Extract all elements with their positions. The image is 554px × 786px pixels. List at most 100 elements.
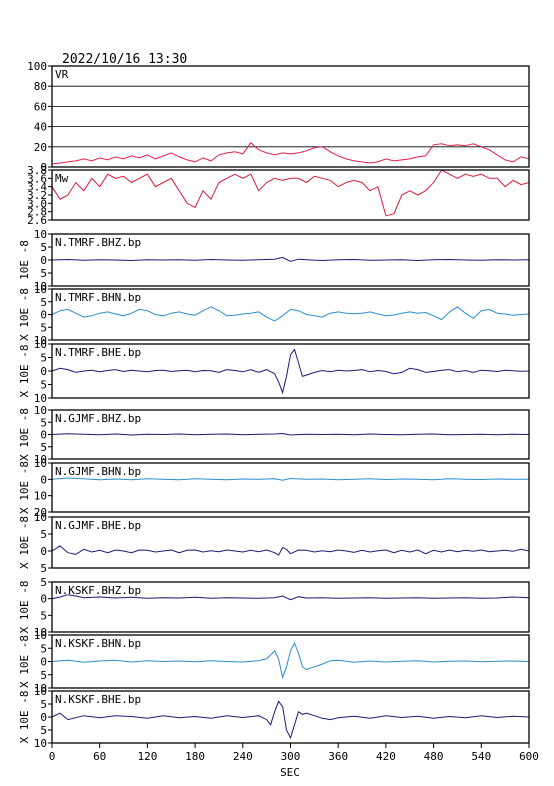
panel-label-1: Mw — [55, 172, 69, 185]
xtick-label-9: 540 — [471, 750, 491, 763]
panel-label-6: N.GJMF.BHN.bp — [55, 465, 141, 478]
panel-label-0: VR — [55, 68, 69, 81]
ytick-label-0-5: 100 — [27, 60, 47, 73]
x-axis-label: SEC — [280, 766, 300, 779]
panel-7: 5 0 5 10 N.GJMF.BHE.bp X 10E -8 — [18, 511, 530, 575]
panel-frame-6 — [51, 462, 530, 513]
ytick-label-9-0: 10 — [34, 682, 47, 695]
ytick-label-1-2: 3.0 — [27, 197, 47, 210]
series-line-8 — [51, 594, 530, 601]
xtick-label-5: 300 — [281, 750, 301, 763]
xtick-label-10: 600 — [519, 750, 539, 763]
ytick-label-7-1: 0 — [40, 545, 47, 558]
ytick-label-1-4: 3.4 — [27, 181, 47, 194]
ytick-label-9-1: 5 — [40, 669, 47, 682]
y-axis-label-3: X 10E -8 — [18, 288, 31, 341]
series-line-2 — [51, 256, 530, 262]
ytick-label-6-1: 10 — [34, 490, 47, 503]
ytick-label-1-6: 3.8 — [27, 164, 47, 177]
panel-label-5: N.GJMF.BHZ.bp — [55, 412, 141, 425]
ytick-label-2-3: 5 — [40, 241, 47, 254]
ytick-label-9-2: 0 — [40, 656, 47, 669]
ytick-label-10-0: 10 — [34, 737, 47, 750]
ytick-label-4-1: 5 — [40, 379, 47, 392]
ytick-label-4-0: 10 — [34, 392, 47, 405]
ytick-label-1-5: 3.6 — [27, 172, 47, 185]
panel-label-8: N.KSKF.BHZ.bp — [55, 584, 141, 597]
panel-8: 10 5 0 5 N.KSKF.BHZ.bp X 10E -8 — [18, 576, 530, 639]
ytick-label-7-0: 5 — [40, 562, 47, 575]
ytick-label-0-1: 20 — [34, 141, 47, 154]
ytick-label-6-0: 20 — [34, 506, 47, 519]
timestamp-title: 2022/10/16 13:30 — [62, 52, 187, 67]
series-line-7 — [51, 545, 530, 556]
ytick-label-9-4: 10 — [34, 629, 47, 642]
ytick-label-2-1: 5 — [40, 267, 47, 280]
panel-label-4: N.TMRF.BHE.bp — [55, 346, 141, 359]
ytick-label-4-4: 10 — [34, 338, 47, 351]
ytick-label-4-3: 5 — [40, 352, 47, 365]
panel-1: 2.62.83.03.23.43.63.8 Mw — [27, 164, 530, 227]
y-axis-label-7: X 10E -8 — [18, 516, 31, 569]
ytick-label-3-1: 5 — [40, 321, 47, 334]
ytick-label-7-3: 10 — [34, 511, 47, 524]
ytick-label-8-2: 0 — [40, 593, 47, 606]
panel-0: 0 20 40 60 80 100 VR — [27, 60, 530, 174]
ytick-label-6-3: 10 — [34, 457, 47, 470]
series-line-0 — [51, 142, 530, 165]
ytick-label-3-2: 0 — [40, 309, 47, 322]
series-line-9 — [51, 641, 530, 680]
ytick-label-5-0: 10 — [34, 453, 47, 466]
panel-label-3: N.TMRF.BHN.bp — [55, 291, 141, 304]
ytick-label-0-4: 80 — [34, 80, 47, 93]
ytick-label-5-4: 10 — [34, 404, 47, 417]
y-axis-label-8: X 10E -8 — [18, 581, 31, 634]
ytick-label-0-3: 60 — [34, 100, 47, 113]
ytick-label-8-1: 5 — [40, 609, 47, 622]
ytick-label-6-2: 0 — [40, 473, 47, 486]
ytick-label-1-0: 2.6 — [27, 214, 47, 227]
ytick-label-1-3: 3.2 — [27, 189, 47, 202]
y-axis-label-5: X 10E -8 — [18, 408, 31, 461]
y-axis-label-10: X 10E -8 — [18, 691, 31, 744]
series-line-1 — [51, 169, 530, 217]
y-axis-label-4: X 10E -8 — [18, 345, 31, 398]
xtick-label-6: 360 — [328, 750, 348, 763]
panels-group: 020406080100VR2.62.83.03.23.43.63.8Mw105… — [18, 60, 539, 763]
panel-label-7: N.GJMF.BHE.bp — [55, 519, 141, 532]
ytick-label-10-2: 0 — [40, 711, 47, 724]
y-axis-label-2: 10E -8 — [18, 240, 31, 280]
xtick-label-0: 0 — [49, 750, 56, 763]
ytick-label-9-3: 5 — [40, 642, 47, 655]
ytick-label-7-2: 5 — [40, 528, 47, 541]
xtick-label-8: 480 — [424, 750, 444, 763]
y-axis-label-9: X 10E -8 — [18, 635, 31, 688]
ytick-label-10-1: 5 — [40, 724, 47, 737]
panel-label-2: N.TMRF.BHZ.bp — [55, 236, 141, 249]
ytick-label-8-3: 5 — [40, 576, 47, 589]
ytick-label-10-3: 5 — [40, 698, 47, 711]
ytick-label-2-4: 10 — [34, 228, 47, 241]
ytick-label-0-2: 40 — [34, 121, 47, 134]
panel-frame-7 — [51, 516, 530, 569]
ytick-label-2-0: 10 — [34, 280, 47, 293]
series-line-3 — [51, 306, 530, 322]
series-line-5 — [51, 432, 530, 436]
panel-6: 20 10 0 10 N.GJMF.BHN.bp X 10E -8 — [18, 457, 530, 519]
ytick-label-2-2: 0 — [40, 254, 47, 267]
ytick-label-5-3: 5 — [40, 416, 47, 429]
ytick-label-3-3: 5 — [40, 296, 47, 309]
ytick-label-0-0: 0 — [40, 161, 47, 174]
ytick-label-3-4: 10 — [34, 283, 47, 296]
ytick-label-10-4: 10 — [34, 685, 47, 698]
ytick-label-8-0: 10 — [34, 626, 47, 639]
xtick-label-1: 60 — [93, 750, 106, 763]
